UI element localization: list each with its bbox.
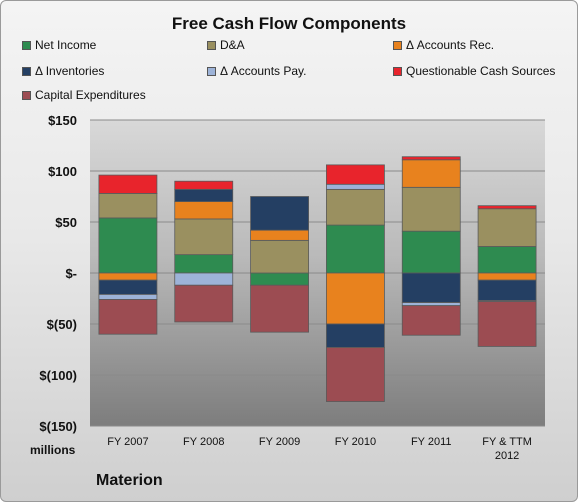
legend-label: Net Income (35, 38, 97, 52)
legend-swatch (207, 67, 216, 76)
bar-segment (250, 229, 309, 241)
x-tick-label: FY & TTM 2012 (482, 436, 532, 462)
legend-label: Δ Inventories (35, 64, 105, 78)
bar-segment (174, 272, 234, 286)
bar-segment (174, 284, 234, 323)
bar-segment (326, 224, 385, 274)
y-axis-units: millions (30, 443, 76, 457)
bar-segment (98, 272, 158, 281)
bar-segment (174, 218, 234, 256)
bar-segment (98, 294, 158, 300)
legend-item-d-and-a: D&A (207, 38, 245, 52)
bar-segment (477, 208, 537, 247)
bar-segment (174, 188, 234, 203)
x-tick-label: FY 2008 (183, 436, 224, 448)
legend-item-net-income: Net Income (22, 38, 96, 52)
bar-segment (250, 239, 309, 274)
bar-segment (477, 301, 537, 347)
legend-item-questionable-cash: Questionable Cash Sources (393, 64, 555, 78)
bar-segment (326, 323, 385, 348)
bar-segment (401, 156, 461, 161)
company-name: Materion (96, 472, 163, 489)
legend-swatch (22, 91, 31, 100)
x-tick-label: FY 2011 (411, 436, 452, 448)
legend-swatch (207, 41, 216, 50)
legend-item-accounts-pay: Δ Accounts Pay. (207, 64, 307, 78)
bar-segment (174, 180, 234, 190)
y-tick-label: $(100) (39, 368, 77, 383)
bar-segment (477, 272, 537, 281)
bar-segment (98, 174, 158, 194)
legend-swatch (22, 41, 31, 50)
bar-segment (174, 254, 234, 274)
bar-segment (250, 284, 309, 333)
chart-title: Free Cash Flow Components (171, 14, 407, 33)
legend-swatch (393, 41, 402, 50)
bar-segment (401, 305, 461, 336)
y-tick-label: $- (65, 266, 77, 281)
bar-segment (401, 186, 461, 232)
bar-segment (98, 299, 158, 335)
y-tick-label: $150 (48, 113, 77, 128)
bar-segment (326, 183, 385, 190)
bar-segment (326, 164, 385, 185)
legend-item-accounts-rec: Δ Accounts Rec. (393, 38, 494, 52)
legend-label: Capital Expenditures (35, 88, 146, 102)
y-tick-label: $(50) (47, 317, 77, 332)
bar-segment (401, 302, 461, 307)
bar-segment (477, 279, 537, 301)
bar-segment (401, 159, 461, 188)
bar-segment (401, 230, 461, 274)
bar-segment (98, 217, 158, 274)
legend-item-capex: Capital Expenditures (22, 88, 146, 102)
bar-segment (98, 193, 158, 219)
y-tick-label: $50 (55, 215, 77, 230)
bar-segment (326, 272, 385, 325)
bar-segment (326, 188, 385, 226)
x-tick-label: FY 2009 (259, 436, 300, 448)
legend-label: Questionable Cash Sources (406, 64, 556, 78)
y-tick-label: $(150) (39, 419, 77, 434)
x-tick-label: FY 2007 (107, 436, 148, 448)
bar-segment (477, 205, 537, 210)
bar-segment (477, 246, 537, 274)
legend-label: D&A (220, 38, 245, 52)
bar-segment (401, 272, 461, 303)
legend-label: Δ Accounts Rec. (406, 38, 495, 52)
bar-segment (326, 347, 385, 402)
bar-segment (250, 272, 309, 286)
legend-label: Δ Accounts Pay. (220, 64, 307, 78)
legend-item-inventories: Δ Inventories (22, 64, 104, 78)
legend-swatch (22, 67, 31, 76)
y-tick-label: $100 (48, 164, 77, 179)
legend-swatch (393, 67, 402, 76)
bar-segment (250, 196, 309, 231)
bar-segment (98, 279, 158, 295)
x-tick-label: FY 2010 (335, 436, 376, 448)
bar-segment (174, 201, 234, 220)
